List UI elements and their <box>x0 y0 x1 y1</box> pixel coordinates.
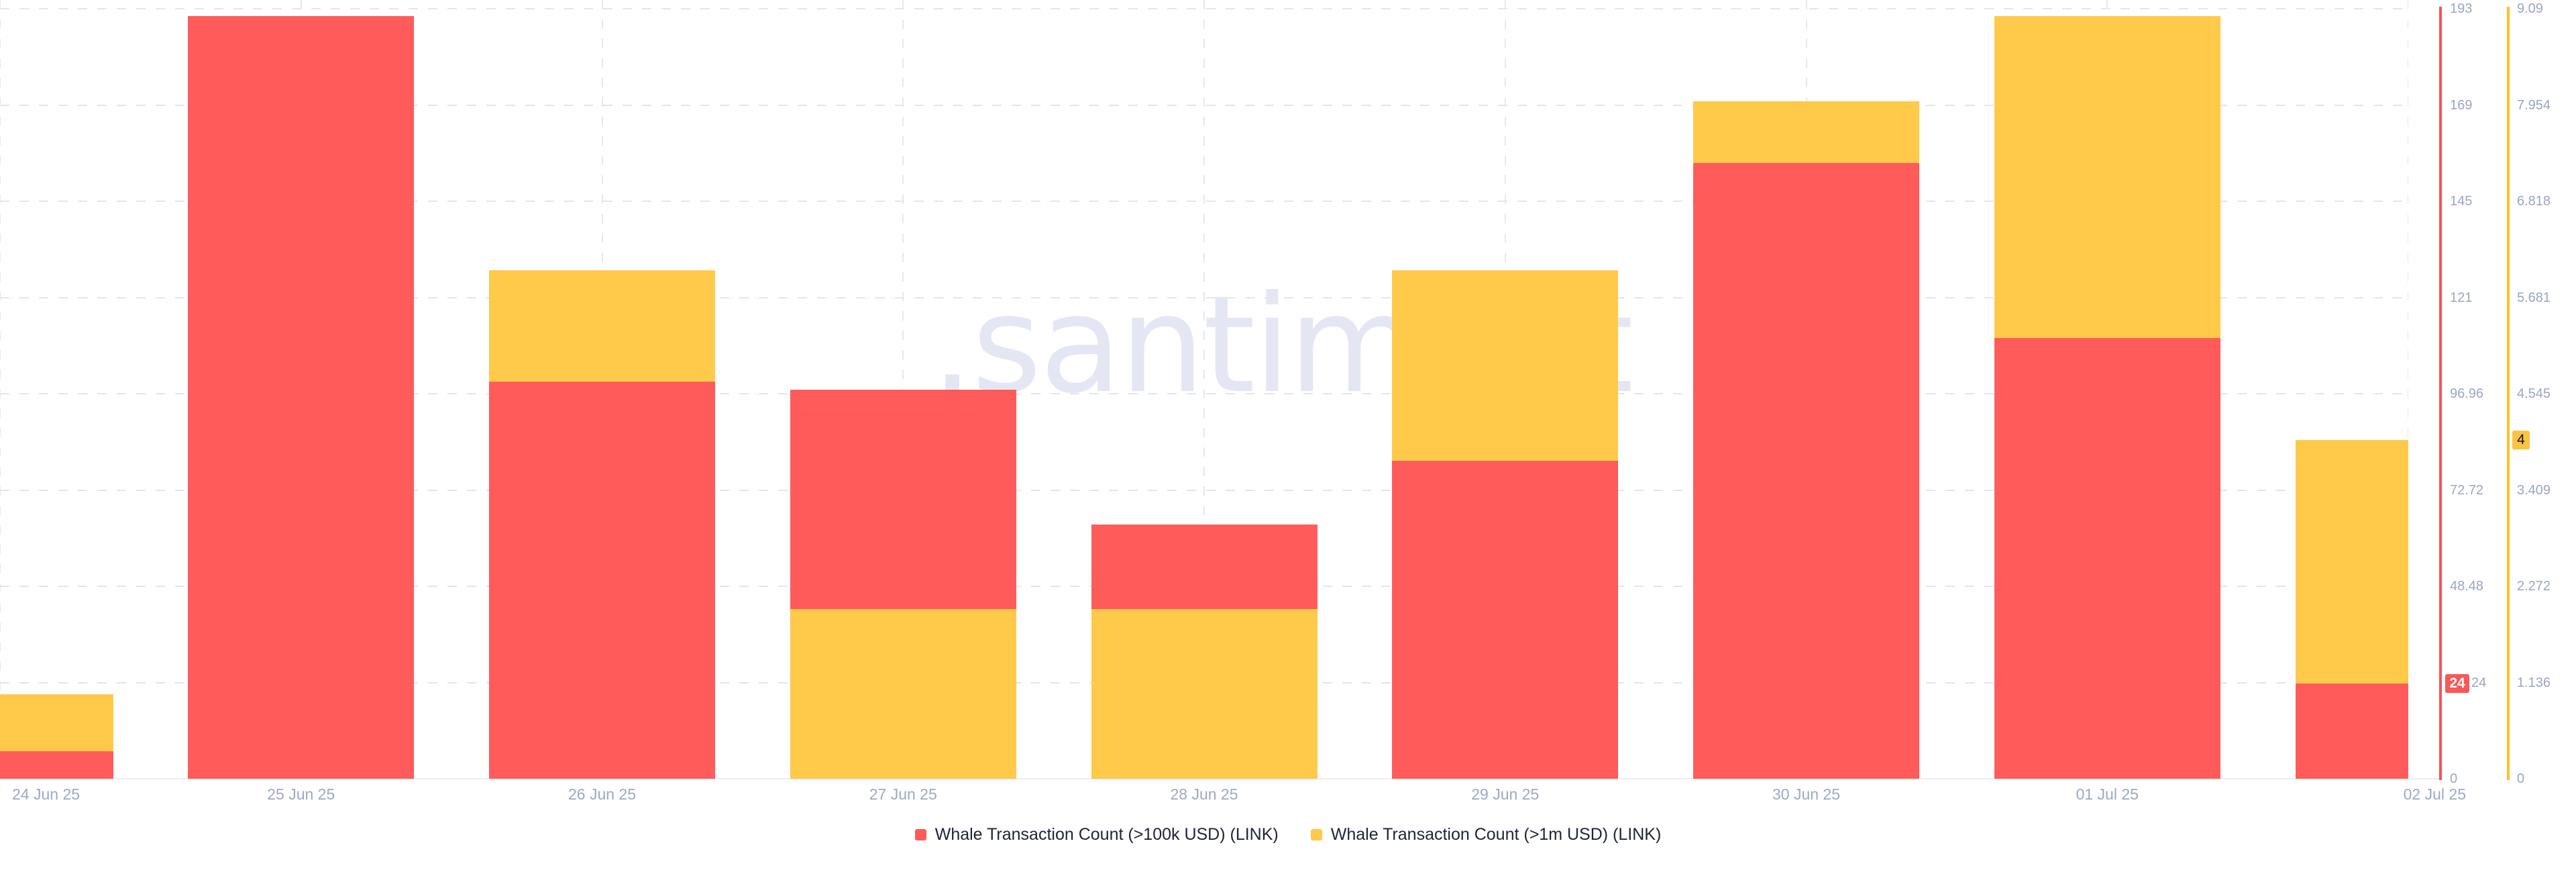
yellow-y-axis-line <box>2507 7 2510 780</box>
bar-100k[interactable] <box>1693 163 1919 779</box>
red-axis-tick-label: 24 <box>2471 675 2487 690</box>
legend-marker-icon <box>914 829 926 840</box>
x-axis-date-label: 02 Jul 25 <box>2403 785 2466 803</box>
yellow-axis-tick-label: 7.954 <box>2517 97 2551 113</box>
yellow-axis-tick-label: 5.681 <box>2517 290 2551 305</box>
red-axis-tick-label: 0 <box>2450 771 2458 786</box>
red-axis-tick-label: 193 <box>2450 1 2473 16</box>
vertical-gridline <box>0 0 1 779</box>
red-axis-tick-label: 145 <box>2450 194 2473 209</box>
bar-100k[interactable] <box>1994 337 2220 779</box>
x-axis-date-label: 27 Jun 25 <box>869 785 937 803</box>
bar-100k[interactable] <box>489 382 715 779</box>
x-axis-date-label: 01 Jul 25 <box>2076 785 2139 803</box>
yellow-axis-tick-label: 3.409 <box>2517 482 2551 498</box>
x-axis-date-label: 26 Jun 25 <box>568 785 637 803</box>
red-axis-tick-label: 121 <box>2450 290 2473 305</box>
legend-label: Whale Transaction Count (>1m USD) (LINK) <box>1330 825 1662 844</box>
red-y-axis-line <box>2439 7 2442 780</box>
yellow-axis-tick-label: 1.136 <box>2517 675 2551 690</box>
legend-label: Whale Transaction Count (>100k USD) (LIN… <box>934 825 1279 844</box>
x-axis-date-label: 29 Jun 25 <box>1471 785 1540 803</box>
bar-1m[interactable] <box>790 609 1016 779</box>
yellow-axis-tick-label: 2.272 <box>2517 579 2551 594</box>
yellow-axis-tick-label: 4.545 <box>2517 386 2551 401</box>
x-axis-date-label: 25 Jun 25 <box>267 785 335 803</box>
red-axis-tick-label: 72.72 <box>2450 482 2484 498</box>
bar-100k[interactable] <box>2295 683 2408 779</box>
plot-area: .santiment <box>0 0 2408 779</box>
chart-legend: Whale Transaction Count (>100k USD) (LIN… <box>0 825 2576 844</box>
bar-100k[interactable] <box>0 751 113 779</box>
red-axis-tick-label: 169 <box>2450 97 2473 113</box>
x-axis-date-label: 30 Jun 25 <box>1772 785 1841 803</box>
latest-value-badge-yellow: 4 <box>2512 430 2530 449</box>
red-axis-tick-label: 96.96 <box>2450 386 2484 401</box>
yellow-axis-tick-label: 0 <box>2517 771 2525 786</box>
legend-item-1m[interactable]: Whale Transaction Count (>1m USD) (LINK) <box>1310 825 1662 844</box>
x-axis-baseline <box>0 778 2442 779</box>
legend-marker-icon <box>1310 829 1322 840</box>
yellow-axis-tick-label: 9.09 <box>2517 1 2543 16</box>
legend-item-100k[interactable]: Whale Transaction Count (>100k USD) (LIN… <box>914 825 1279 844</box>
bar-1m[interactable] <box>1091 609 1318 779</box>
vertical-gridline <box>1203 0 1205 779</box>
yellow-axis-tick-label: 6.818 <box>2517 194 2551 209</box>
x-axis-date-label: 28 Jun 25 <box>1170 785 1238 803</box>
x-axis-date-label: 24 Jun 25 <box>12 785 80 803</box>
vertical-gridline <box>902 0 904 779</box>
bar-100k[interactable] <box>188 16 415 779</box>
red-axis-tick-label: 48.48 <box>2450 579 2484 594</box>
latest-value-badge-red: 24 <box>2445 673 2469 693</box>
bar-100k[interactable] <box>1392 461 1619 779</box>
